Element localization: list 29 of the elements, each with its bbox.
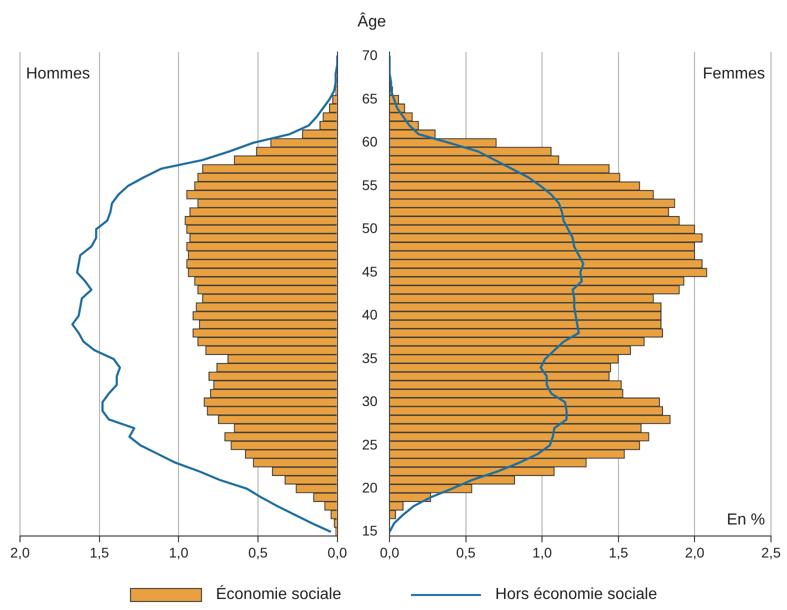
x-tick-label: 1,0	[168, 544, 189, 560]
y-tick-label: 30	[362, 393, 378, 410]
y-tick-label: 50	[362, 220, 378, 236]
legend-label: Économie sociale	[216, 586, 342, 604]
y-tick-label: 55	[362, 176, 378, 193]
x-tick-label: 0,0	[328, 544, 348, 560]
y-tick-label: 65	[362, 90, 378, 106]
x-tick-label: 2,0	[10, 544, 30, 560]
x-axis-title: En %	[726, 512, 765, 529]
y-tick-label: 25	[362, 436, 378, 452]
x-tick-label: 0,0	[380, 544, 400, 560]
x-tick-label: 1,0	[532, 544, 552, 560]
x-tick-label: 1,5	[608, 544, 628, 560]
x-tick-label: 2,5	[761, 544, 781, 560]
y-tick-label: 15	[362, 522, 378, 539]
legend-label: Hors économie sociale	[495, 586, 658, 604]
y-tick-label: 70	[362, 47, 378, 64]
y-tick-label: 60	[362, 134, 378, 150]
x-tick-label: 0,5	[248, 544, 268, 560]
text: Femmes	[702, 65, 765, 82]
y-tick-label: 20	[362, 480, 378, 496]
text: Hommes	[26, 65, 90, 82]
y-tick-label: 40	[362, 306, 378, 323]
x-tick-label: 1,5	[90, 544, 110, 560]
x-tick-label: 0,5	[456, 544, 476, 560]
y-tick-label: 35	[362, 350, 378, 366]
x-tick-label: 2,0	[684, 544, 705, 560]
y-tick-label: 45	[362, 263, 378, 280]
y-axis-title: Âge	[358, 12, 386, 30]
